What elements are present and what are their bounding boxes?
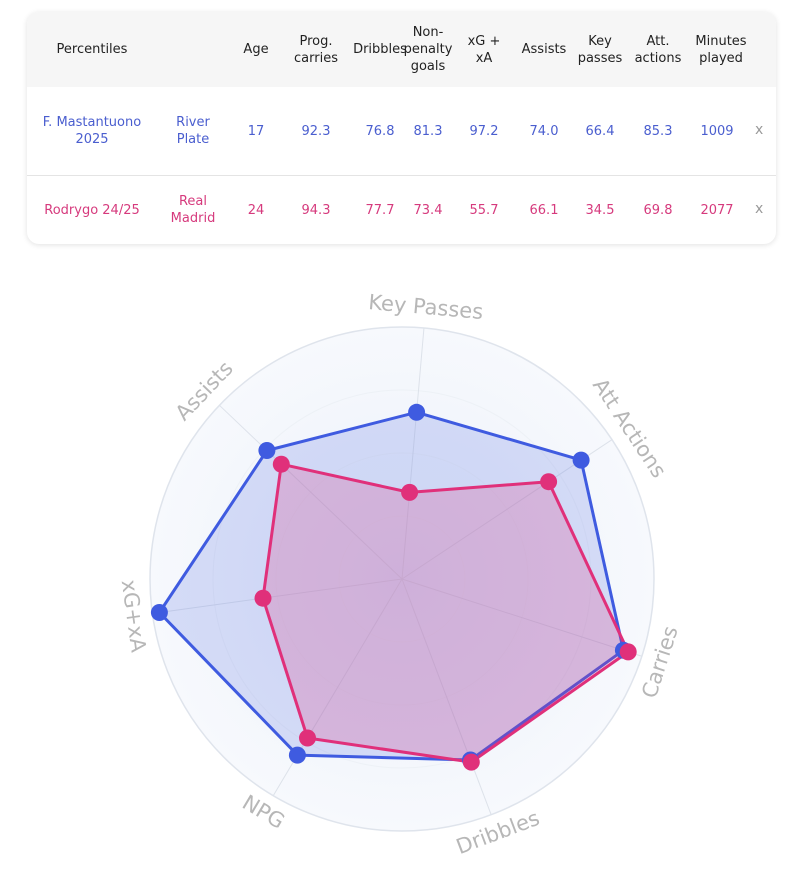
header-non-penalty-goals: Non-penalty goals — [403, 25, 453, 74]
value-dribbles: 77.7 — [365, 202, 395, 218]
radar-ring — [338, 515, 466, 643]
data-point[interactable] — [254, 589, 272, 607]
header-percentiles: Percentiles — [56, 42, 128, 57]
data-point[interactable] — [572, 451, 590, 469]
team-name: Real Madrid — [170, 194, 216, 226]
table-header: Percentiles Age Prog. carries Dribbles N… — [27, 12, 776, 87]
radar-ring — [275, 452, 529, 706]
value-assists: 66.1 — [529, 202, 559, 218]
radar-spoke — [401, 327, 425, 580]
value-att-actions: 85.3 — [643, 123, 673, 139]
header-att-actions: Att. actions — [634, 33, 682, 66]
player-name: Rodrygo 24/25 — [44, 202, 140, 218]
team-name: River Plate — [176, 115, 210, 147]
remove-player-button[interactable]: x — [755, 201, 764, 217]
data-point[interactable] — [619, 643, 637, 661]
value-minutes: 2077 — [700, 202, 734, 218]
header-dribbles: Dribbles — [353, 42, 407, 57]
axis-label: xG+xA — [117, 578, 151, 654]
radar-spoke — [401, 578, 492, 815]
header-key-passes: Key passes — [577, 33, 623, 66]
value-key-passes: 34.5 — [585, 202, 615, 218]
value-minutes: 1009 — [700, 123, 734, 139]
header-minutes-played: Minutes played — [695, 33, 747, 66]
value-npg: 73.4 — [413, 202, 443, 218]
value-xg-xa: 97.2 — [469, 123, 499, 139]
data-point[interactable] — [401, 483, 419, 501]
header-age: Age — [243, 42, 269, 57]
data-point[interactable] — [288, 746, 306, 764]
value-assists: 74.0 — [529, 123, 559, 139]
data-point[interactable] — [150, 604, 168, 621]
header-xg-xa: xG + xA — [467, 33, 501, 66]
value-age: 17 — [247, 123, 265, 139]
value-prog-carries: 94.3 — [301, 202, 331, 218]
data-point[interactable] — [462, 753, 480, 771]
radar-spoke — [152, 578, 403, 614]
data-point[interactable] — [540, 473, 558, 491]
header-assists: Assists — [521, 42, 567, 57]
data-point[interactable] — [258, 442, 276, 459]
player-name: F. Mastantuono 2025 — [42, 115, 142, 147]
remove-player-button[interactable]: x — [755, 122, 764, 138]
header-prog-carries: Prog. carries — [294, 33, 338, 66]
value-dribbles: 76.8 — [365, 123, 395, 139]
value-prog-carries: 92.3 — [301, 123, 331, 139]
radar-spoke — [219, 404, 403, 580]
axis-label: Key Passes — [367, 290, 484, 324]
data-point[interactable] — [299, 729, 316, 747]
value-age: 24 — [247, 202, 265, 218]
value-xg-xa: 55.7 — [469, 202, 499, 218]
series-polygon — [261, 462, 630, 764]
comparison-table: Percentiles Age Prog. carries Dribbles N… — [27, 12, 776, 244]
row-divider — [27, 175, 776, 176]
table-row: F. Mastantuono 2025 River Plate 17 92.3 … — [27, 87, 776, 175]
table-row: Rodrygo 24/25 Real Madrid 24 94.3 77.7 7… — [27, 176, 776, 244]
data-point[interactable] — [272, 455, 290, 473]
value-att-actions: 69.8 — [643, 202, 673, 218]
value-npg: 81.3 — [413, 123, 443, 139]
radar-ring — [212, 389, 592, 769]
radar-spoke — [401, 578, 643, 657]
data-point[interactable] — [408, 403, 426, 421]
value-key-passes: 66.4 — [585, 123, 615, 139]
